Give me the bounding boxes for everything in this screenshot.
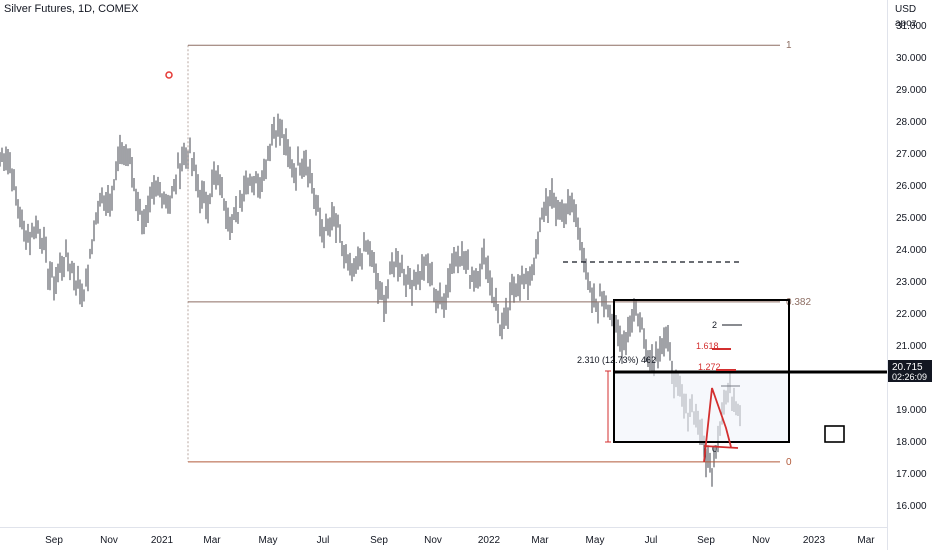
x-tick-label: Mar [531, 535, 549, 546]
projection-label-0: 0 [712, 444, 717, 454]
x-axis-ticks: Sep Nov 2021 Mar May Jul Sep Nov 2022 Mar May Jul Se… [45, 535, 875, 546]
y-tick-label: 27.000 [896, 149, 927, 160]
x-tick-label: Nov [752, 535, 770, 546]
y-tick-label: 24.000 [896, 245, 927, 256]
y-tick-label: 31.000 [896, 21, 927, 32]
x-tick-label: Sep [697, 535, 715, 546]
right-small-box[interactable] [824, 425, 845, 443]
abc-base-line [703, 445, 739, 449]
x-tick-label: Jul [645, 535, 658, 546]
x-tick-label: Jul [317, 535, 330, 546]
y-tick-label: 17.000 [896, 469, 927, 480]
unit-label: apoz [895, 18, 917, 29]
fib-level-label: 0 [786, 457, 792, 468]
abc-pattern[interactable] [703, 387, 732, 463]
symbol-title: Silver Futures, 1D, COMEX [4, 3, 139, 15]
marker-circle[interactable] [165, 71, 173, 79]
x-tick-label: Mar [857, 535, 875, 546]
y-axis-ticks: 16.00017.00018.00019.00020.00021.00022.0… [896, 21, 927, 512]
x-tick-label: 2023 [803, 535, 826, 546]
projection-label-1272: 1.272 [698, 362, 721, 372]
fib-level-label: 1 [786, 40, 792, 51]
y-tick-label: 25.000 [896, 213, 927, 224]
countdown: 02:26:09 [892, 372, 927, 382]
x-tick-label: Sep [370, 535, 388, 546]
y-tick-label: 21.000 [896, 341, 927, 352]
x-tick-label: 2021 [151, 535, 174, 546]
fib-level-label: 0.382 [786, 297, 811, 308]
y-tick-label: 18.000 [896, 437, 927, 448]
lower-range-box[interactable] [613, 371, 790, 443]
projection-label-1618: 1.618 [696, 341, 719, 351]
y-tick-label: 30.000 [896, 53, 927, 64]
y-tick-label: 26.000 [896, 181, 927, 192]
measure-text: 2.310 (12.73%) 462 [577, 355, 656, 365]
x-tick-label: Nov [424, 535, 442, 546]
y-tick-label: 28.000 [896, 117, 927, 128]
y-tick-label: 23.000 [896, 277, 927, 288]
y-tick-label: 16.000 [896, 501, 927, 512]
x-tick-label: Nov [100, 535, 118, 546]
x-tick-label: May [586, 535, 605, 546]
current-price: 20.715 [892, 362, 923, 373]
y-tick-label: 29.000 [896, 85, 927, 96]
current-price-tag [888, 360, 932, 382]
fib-retracement[interactable]: 1 0.382 0 [187, 40, 811, 468]
projection-label-2: 2 [712, 320, 717, 330]
x-tick-label: 2022 [478, 535, 501, 546]
x-tick-label: May [259, 535, 278, 546]
y-tick-label: 22.000 [896, 309, 927, 320]
y-tick-label: 19.000 [896, 405, 927, 416]
x-tick-label: Sep [45, 535, 63, 546]
x-tick-label: Mar [203, 535, 221, 546]
currency-label: USD [895, 4, 916, 15]
